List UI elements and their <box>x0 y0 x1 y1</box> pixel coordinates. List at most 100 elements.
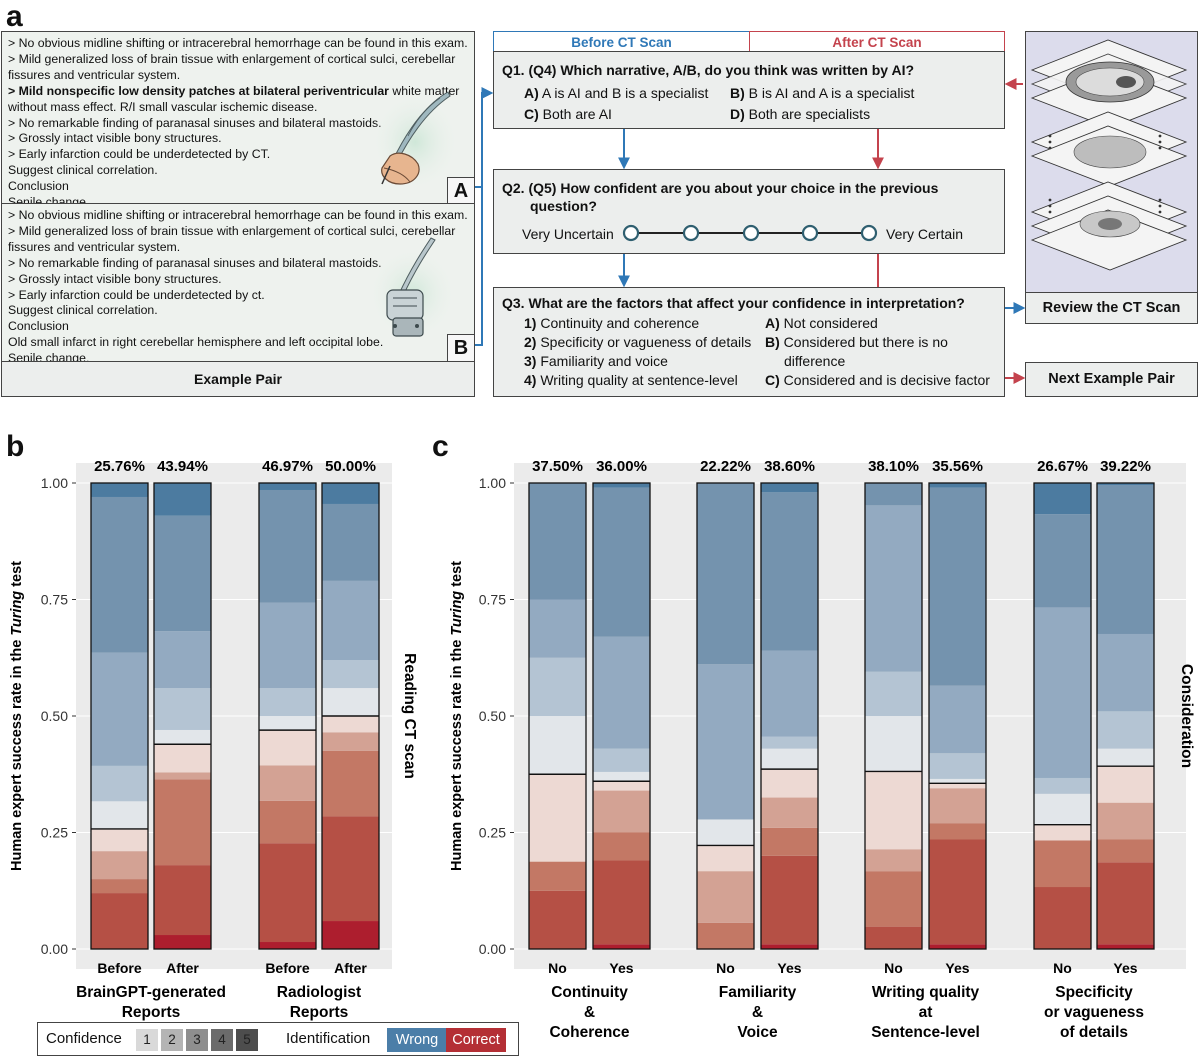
bar-segment <box>259 688 316 716</box>
example-pair-label: Example Pair <box>194 371 282 387</box>
bar-segment <box>593 781 650 791</box>
bar-segment <box>697 922 754 949</box>
legend-confidence-label: Confidence <box>46 1030 122 1047</box>
bar-segment <box>154 729 211 745</box>
narrative-line: > Early infarction could be underdetecte… <box>8 147 271 162</box>
q3-answer-a[interactable]: A) Not considered <box>765 315 878 331</box>
bar-segment <box>929 778 986 784</box>
bar-segment <box>322 732 379 751</box>
q3-factor-3[interactable]: 3) Familiarity and voice <box>524 353 668 369</box>
bar-segment <box>929 483 986 488</box>
y-tick-label: 0.25 <box>41 825 68 841</box>
facet-title: Consideration <box>1178 664 1195 768</box>
x-tick-label: Yes <box>945 960 969 976</box>
bar-segment <box>761 492 818 651</box>
q3-factor-2[interactable]: 2) Specificity or vagueness of details <box>524 334 752 350</box>
y-tick-label: 0.25 <box>479 825 506 841</box>
bar-segment <box>322 483 379 504</box>
q3-answer-c[interactable]: C) Considered and is decisive factor <box>765 372 990 388</box>
legend-wrong-swatch: Wrong <box>387 1028 447 1052</box>
x-tick-label: No <box>884 960 903 976</box>
q1-option-d[interactable]: D) Both are specialists <box>730 106 871 122</box>
bar-segment <box>259 800 316 844</box>
y-tick-label: 0.75 <box>479 592 506 608</box>
group-label: Radiologist <box>277 984 361 1001</box>
review-ct-scan-button[interactable]: Review the CT Scan <box>1025 292 1198 324</box>
bar-segment <box>322 580 379 661</box>
bar-outline <box>864 482 923 950</box>
bar-segment <box>154 865 211 936</box>
narrative-line: > No remarkable finding of paranasal sin… <box>8 115 382 130</box>
bar-segment <box>1097 766 1154 803</box>
quill-hand-icon <box>370 91 460 192</box>
bar-segment <box>1034 483 1091 515</box>
q3-answer-b[interactable]: B) Considered but there is no <box>765 334 948 350</box>
bar-outline <box>696 482 755 950</box>
bar-top-label: 35.56% <box>932 458 983 475</box>
tab-before-ct-scan[interactable]: Before CT Scan <box>493 31 750 52</box>
legend-identification-label: Identification <box>286 1030 371 1047</box>
narrative-line: Old small infarct in right cerebellar he… <box>8 335 384 350</box>
q1-option-c[interactable]: C) Both are AI <box>524 106 612 122</box>
bar-segment <box>697 819 754 846</box>
group-label: at <box>919 1004 933 1021</box>
q3-factor-4[interactable]: 4) Writing quality at sentence-level <box>524 372 738 388</box>
bar-segment <box>929 823 986 840</box>
group-label: Reports <box>290 1004 349 1021</box>
bar-segment <box>91 893 148 949</box>
bar-top-label: 43.94% <box>157 458 208 475</box>
next-example-pair-button[interactable]: Next Example Pair <box>1025 362 1198 397</box>
bar-segment <box>154 772 211 780</box>
y-tick-label: 0.50 <box>41 708 68 724</box>
group-label: BrainGPT-generated <box>76 984 226 1001</box>
bar-top-label: 36.00% <box>596 458 647 475</box>
bar-segment <box>929 783 986 789</box>
bar-segment <box>259 765 316 801</box>
bar-segment <box>593 636 650 749</box>
bar-segment <box>91 496 148 653</box>
bar-segment <box>91 652 148 766</box>
group-label: Voice <box>737 1024 778 1041</box>
panel-label-b: b <box>6 430 25 463</box>
bar-segment <box>322 660 379 689</box>
bar-segment <box>529 483 586 600</box>
q1-option-b[interactable]: B) B is AI and A is a specialist <box>730 85 915 101</box>
bar-segment <box>865 926 922 949</box>
x-tick-label: Yes <box>1113 960 1137 976</box>
bar-segment <box>154 631 211 689</box>
narrative-line: > No obvious midline shifting or intrace… <box>8 208 468 222</box>
legend-confidence-level-2: 2 <box>161 1029 183 1051</box>
bar-top-label: 25.76% <box>94 458 145 475</box>
bar-top-label: 46.97% <box>262 458 313 475</box>
bar-segment <box>322 716 379 733</box>
narrative-a-box: > No obvious midline shifting or intrace… <box>1 31 475 209</box>
bar-top-label: 22.22% <box>700 458 751 475</box>
x-tick-label: Before <box>265 960 310 976</box>
legend-confidence-level-1: 1 <box>136 1029 158 1051</box>
bar-segment <box>761 769 818 798</box>
bar-segment <box>529 716 586 775</box>
robot-hand-icon <box>367 237 457 342</box>
y-tick-label: 0.75 <box>41 592 68 608</box>
q3-factor-1[interactable]: 1) Continuity and coherence <box>524 315 700 331</box>
q2-very-uncertain: Very Uncertain <box>522 226 614 242</box>
bar-segment <box>529 774 586 862</box>
group-label: Familiarity <box>719 984 797 1001</box>
bar-segment <box>929 753 986 779</box>
bar-segment <box>259 843 316 943</box>
group-label: Sentence-level <box>871 1024 980 1041</box>
narrative-line: Conclusion <box>8 319 69 334</box>
bar-segment <box>529 890 586 949</box>
bar-segment <box>1034 793 1091 825</box>
bar-outline <box>258 482 317 950</box>
bar-segment <box>761 748 818 770</box>
bar-outline <box>1033 482 1092 950</box>
legend-confidence-level-3: 3 <box>186 1029 208 1051</box>
bar-segment <box>259 489 316 603</box>
bar-segment <box>1097 802 1154 840</box>
q1-option-a[interactable]: A) A is AI and B is a specialist <box>524 85 709 101</box>
narrative-b-text: > No obvious midline shifting or intrace… <box>8 208 472 367</box>
bar-segment <box>929 839 986 945</box>
bar-segment <box>929 944 986 949</box>
